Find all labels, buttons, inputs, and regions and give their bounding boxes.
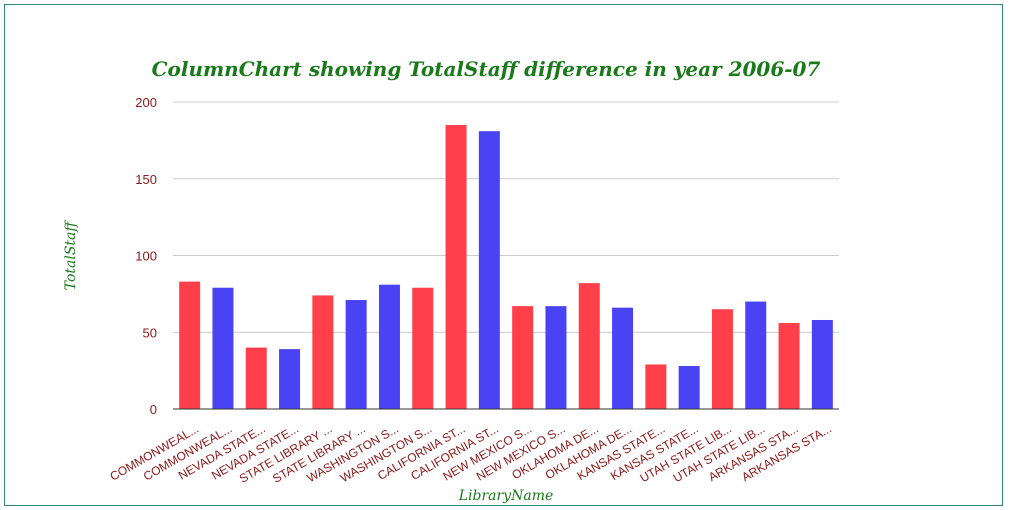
bar-10[interactable] (478, 131, 500, 410)
grid-lines (173, 101, 839, 333)
chart-title: ColumnChart showing TotalStaff differenc… (152, 57, 821, 81)
y-tick-label: 100 (135, 249, 157, 264)
bar-7[interactable] (378, 284, 400, 409)
bar-13[interactable] (578, 283, 600, 409)
x-axis-title: LibraryName (458, 488, 554, 504)
bar-5[interactable] (312, 295, 334, 409)
y-axis-title: TotalStaff (63, 220, 79, 291)
bar-9[interactable] (445, 125, 467, 410)
x-axis-ticks: COMMONWEAL...COMMONWEAL...NEVADA STATE..… (108, 421, 834, 485)
bar-8[interactable] (412, 287, 434, 409)
bar-6[interactable] (345, 300, 367, 409)
bar-18[interactable] (745, 301, 767, 409)
bar-1[interactable] (179, 281, 201, 409)
y-tick-label: 200 (135, 95, 157, 110)
y-tick-label: 50 (143, 325, 157, 340)
bar-12[interactable] (545, 306, 567, 409)
y-axis-ticks: 0 50 100 150 200 (135, 95, 157, 417)
bar-4[interactable] (279, 349, 301, 409)
bar-19[interactable] (778, 323, 800, 409)
bar-3[interactable] (245, 347, 267, 409)
y-tick-label: 0 (150, 402, 157, 417)
bar-11[interactable] (512, 306, 534, 409)
bar-15[interactable] (645, 364, 667, 409)
bar-20[interactable] (811, 319, 833, 409)
bars (179, 125, 833, 410)
bar-2[interactable] (212, 287, 234, 409)
y-tick-label: 150 (135, 172, 157, 187)
bar-14[interactable] (612, 307, 634, 409)
bar-16[interactable] (678, 366, 700, 409)
bar-17[interactable] (711, 309, 733, 409)
